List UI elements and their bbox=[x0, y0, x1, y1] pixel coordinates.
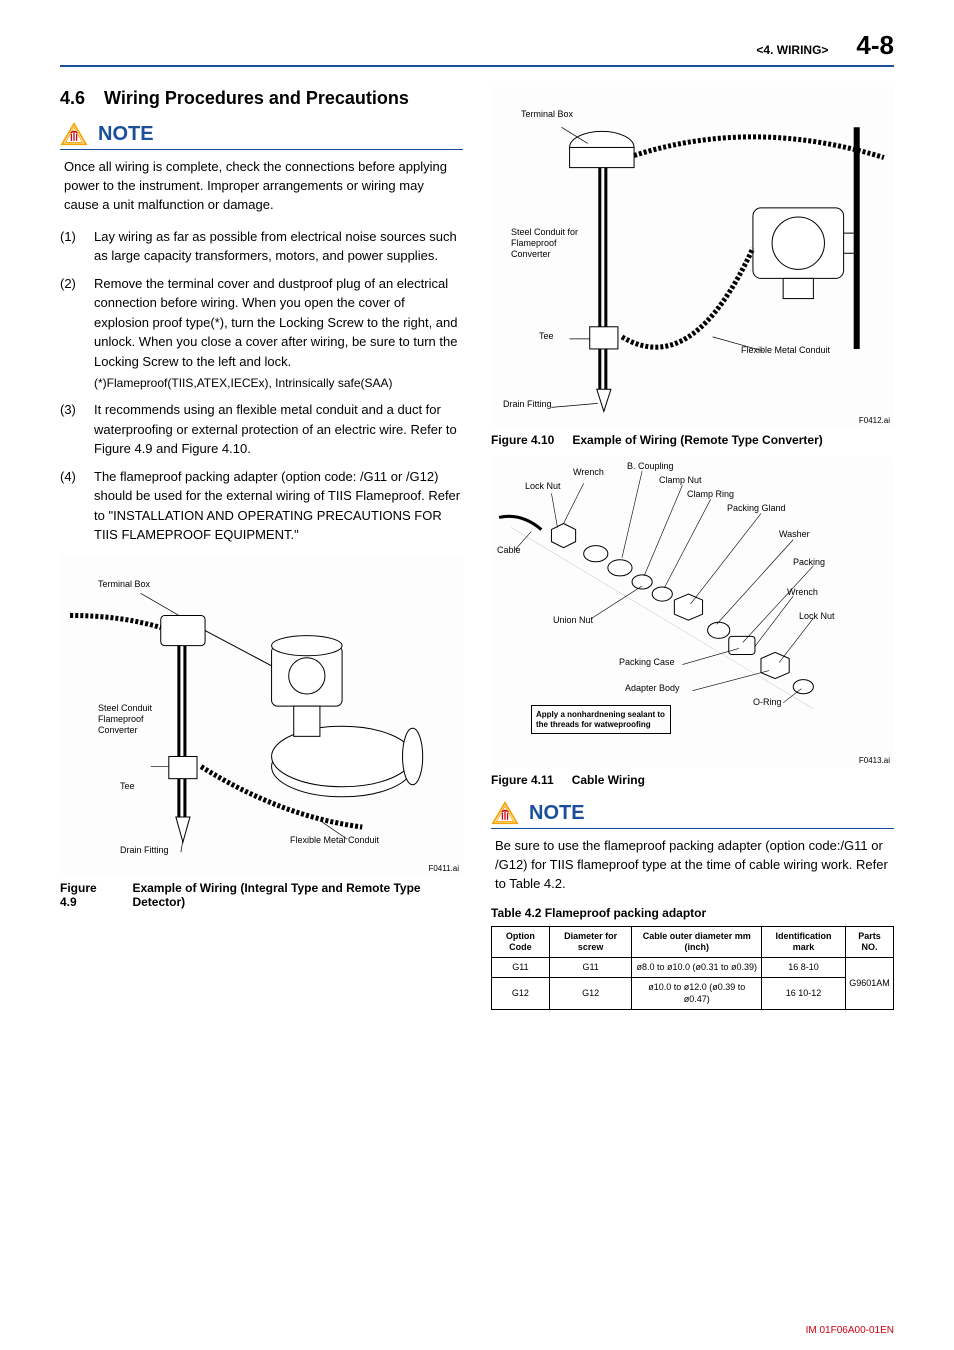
left-column: 4.6Wiring Procedures and Precautions NOT… bbox=[60, 87, 463, 1010]
table-row: G11 G11 ø8.0 to ø10.0 (ø0.31 to ø0.39) 1… bbox=[492, 958, 894, 978]
label-fmc: Flexible Metal Conduit bbox=[741, 345, 830, 355]
l-oring: O-Ring bbox=[753, 697, 782, 707]
label-drain-fitting: Drain Fitting bbox=[120, 845, 169, 855]
step-3: (3)It recommends using an flexible metal… bbox=[60, 400, 463, 459]
th-option-code: Option Code bbox=[492, 926, 550, 958]
th-cable-diameter: Cable outer diameter mm (inch) bbox=[632, 926, 762, 958]
step-2: (2)Remove the terminal cover and dustpro… bbox=[60, 274, 463, 392]
figure-number: Figure 4.9 bbox=[60, 881, 114, 909]
section-heading: Wiring Procedures and Precautions bbox=[104, 88, 409, 108]
l-locknut2: Lock Nut bbox=[799, 611, 835, 621]
figure-title: Cable Wiring bbox=[572, 773, 645, 787]
figure-4-9-diagram: Terminal Box Steel Conduit Flameproof Co… bbox=[60, 555, 463, 875]
l-washer: Washer bbox=[779, 529, 810, 539]
chapter-label: <4. WIRING> bbox=[756, 43, 828, 57]
note-header: NOTE bbox=[60, 122, 463, 150]
label-steel-conduit-1: Steel Conduit bbox=[98, 703, 152, 713]
note2-header: NOTE bbox=[491, 801, 894, 829]
note-label: NOTE bbox=[98, 123, 154, 146]
note2-label: NOTE bbox=[529, 802, 585, 825]
label-drain-fitting: Drain Fitting bbox=[503, 399, 552, 409]
l-abody: Adapter Body bbox=[625, 683, 680, 693]
figure-4-11-caption: Figure 4.11 Cable Wiring bbox=[491, 773, 894, 787]
table-caption: Table 4.2 Flameproof packing adaptor bbox=[491, 906, 894, 920]
step-1: (1)Lay wiring as far as possible from el… bbox=[60, 227, 463, 266]
note-body: Once all wiring is complete, check the c… bbox=[60, 158, 463, 215]
note2-body: Be sure to use the flameproof packing ad… bbox=[491, 837, 894, 894]
table-row: G12 G12 ø10.0 to ø12.0 (ø0.39 to ø0.47) … bbox=[492, 978, 894, 1010]
sealant-note-box: Apply a nonhardnening sealant to the thr… bbox=[531, 705, 671, 734]
page-header: <4. WIRING> 4-8 bbox=[60, 30, 894, 67]
figure-code: F0411.ai bbox=[428, 864, 459, 873]
l-bcoup: B. Coupling bbox=[627, 461, 674, 471]
flameproof-table: Option Code Diameter for screw Cable out… bbox=[491, 926, 894, 1010]
section-number: 4.6 bbox=[60, 87, 104, 110]
label-tee: Tee bbox=[539, 331, 554, 341]
label-steel-conduit-2: Flameproof bbox=[98, 714, 144, 724]
l-unionnut: Union Nut bbox=[553, 615, 593, 625]
th-parts-no: Parts NO. bbox=[846, 926, 894, 958]
l-wrench2: Wrench bbox=[787, 587, 818, 597]
document-footer: IM 01F06A00-01EN bbox=[806, 1325, 894, 1336]
figure-4-9-caption: Figure 4.9 Example of Wiring (Integral T… bbox=[60, 881, 463, 909]
page-number: 4-8 bbox=[856, 30, 894, 61]
l-packing: Packing bbox=[793, 557, 825, 567]
figure-4-10-caption: Figure 4.10 Example of Wiring (Remote Ty… bbox=[491, 433, 894, 447]
label-terminal-box: Terminal Box bbox=[98, 579, 150, 589]
l-clampnut: Clamp Nut bbox=[659, 475, 702, 485]
label-terminal-box: Terminal Box bbox=[521, 109, 573, 119]
l-pcase: Packing Case bbox=[619, 657, 675, 667]
caution-icon bbox=[491, 801, 519, 825]
figure-4-9: Terminal Box Steel Conduit Flameproof Co… bbox=[60, 555, 463, 909]
figure-4-10: Terminal Box Steel Conduit for Flameproo… bbox=[491, 87, 894, 447]
label-sc1: Steel Conduit for bbox=[511, 227, 578, 237]
label-steel-conduit-3: Converter bbox=[98, 725, 138, 735]
step-2-footnote: (*)Flameproof(TIIS,ATEX,IECEx), Intrinsi… bbox=[94, 375, 463, 392]
caution-icon bbox=[60, 122, 88, 146]
step-4: (4)The flameproof packing adapter (optio… bbox=[60, 467, 463, 545]
l-cable: Cable bbox=[497, 545, 521, 555]
figure-number: Figure 4.11 bbox=[491, 773, 554, 787]
figure-title: Example of Wiring (Integral Type and Rem… bbox=[132, 881, 463, 909]
l-wrench1: Wrench bbox=[573, 467, 604, 477]
figure-4-10-diagram: Terminal Box Steel Conduit for Flameproo… bbox=[491, 87, 894, 427]
figure-code: F0413.ai bbox=[859, 756, 890, 765]
label-sc3: Converter bbox=[511, 249, 551, 259]
th-id-mark: Identification mark bbox=[762, 926, 846, 958]
l-clampring: Clamp Ring bbox=[687, 489, 734, 499]
l-pgland: Packing Gland bbox=[727, 503, 786, 513]
label-tee: Tee bbox=[120, 781, 135, 791]
right-column: Terminal Box Steel Conduit for Flameproo… bbox=[491, 87, 894, 1010]
procedure-list: (1)Lay wiring as far as possible from el… bbox=[60, 227, 463, 545]
label-sc2: Flameproof bbox=[511, 238, 557, 248]
figure-code: F0412.ai bbox=[859, 416, 890, 425]
figure-title: Example of Wiring (Remote Type Converter… bbox=[572, 433, 822, 447]
section-title: 4.6Wiring Procedures and Precautions bbox=[60, 87, 463, 110]
figure-4-11-diagram: Wrench B. Coupling Lock Nut Clamp Nut Cl… bbox=[491, 457, 894, 767]
figure-number: Figure 4.10 bbox=[491, 433, 554, 447]
th-diameter-screw: Diameter for screw bbox=[549, 926, 632, 958]
l-locknut1: Lock Nut bbox=[525, 481, 561, 491]
figure-4-11: Wrench B. Coupling Lock Nut Clamp Nut Cl… bbox=[491, 457, 894, 787]
label-flexible-conduit: Flexible Metal Conduit bbox=[290, 835, 379, 845]
